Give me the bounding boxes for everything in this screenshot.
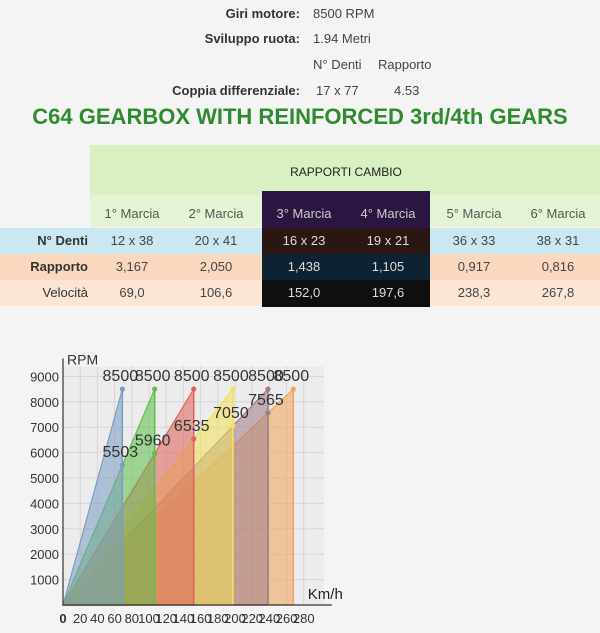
y-tick-label: 2000	[30, 547, 59, 562]
table-cell: 0,816	[541, 259, 575, 274]
y-tick-label: 8000	[30, 395, 59, 410]
rpm-label: Giri motore:	[225, 6, 300, 21]
drop-point	[191, 436, 197, 442]
table-cell: 1,105	[371, 259, 405, 274]
diff-ratio: 4.53	[394, 83, 420, 98]
table-cell: 16 x 23	[282, 233, 326, 248]
table-cell: 152,0	[287, 285, 321, 300]
table-row-ratio: Rapporto 3,167 2,050 1,438 1,105 0,917 0…	[0, 254, 600, 280]
column-header: 5° Marcia	[446, 206, 502, 221]
x-tick-label: 200	[224, 611, 246, 626]
engine-specs: Giri motore: 8500 RPM Sviluppo ruota: 1.…	[0, 0, 600, 100]
x-tick-label: 100	[138, 611, 160, 626]
table-row-speed: Velocità 69,0 106,6 152,0 197,6 238,3 26…	[0, 280, 600, 306]
wheel-value: 1.94 Metri	[313, 31, 371, 46]
y-tick-label: 4000	[30, 496, 59, 511]
drop-rpm-label: 5960	[135, 433, 171, 450]
teeth-heading: N° Denti	[313, 57, 362, 72]
y-axis-label: RPM	[67, 351, 98, 367]
y-tick-label: 5000	[30, 471, 59, 486]
reinforced-cell-bg	[262, 280, 430, 306]
rpm-value: 8500 RPM	[313, 6, 375, 21]
x-tick-label: 140	[173, 611, 195, 626]
diff-label: Coppia differenziale:	[172, 83, 300, 98]
table-title: RAPPORTI CAMBIO	[290, 165, 402, 179]
shift-point	[191, 386, 197, 392]
reinforced-cell-bg	[262, 228, 430, 254]
x-tick-label: 80	[125, 611, 139, 626]
row-label: Rapporto	[30, 259, 88, 274]
drop-rpm-label: 7050	[213, 405, 249, 422]
table-cell: 2,050	[199, 259, 233, 274]
max-rpm-label: 8500	[103, 368, 139, 385]
x-tick-label: 180	[207, 611, 229, 626]
ratio-heading: Rapporto	[378, 57, 432, 72]
page-title: C64 GEARBOX WITH REINFORCED 3rd/4th GEAR…	[32, 104, 568, 129]
wheel-label: Sviluppo ruota:	[204, 31, 300, 46]
table-cell: 19 x 21	[366, 233, 410, 248]
y-tick-label: 3000	[30, 522, 59, 537]
max-rpm-label: 8500	[274, 368, 310, 385]
table-cell: 3,167	[115, 259, 149, 274]
drop-point	[119, 462, 125, 468]
y-tick-label: 7000	[30, 420, 59, 435]
shift-point	[119, 386, 125, 392]
drop-point	[230, 423, 236, 429]
y-tick-label: 6000	[30, 446, 59, 461]
drop-rpm-label: 7565	[248, 392, 284, 409]
table-cell: 36 x 33	[452, 233, 496, 248]
drop-rpm-label: 5503	[103, 444, 139, 461]
max-rpm-label: 8500	[135, 368, 171, 385]
x-tick-label: 240	[259, 611, 281, 626]
drop-rpm-label: 6535	[174, 418, 210, 435]
table-cell: 267,8	[541, 285, 575, 300]
column-header: 1° Marcia	[104, 206, 160, 221]
table-row-teeth: N° Denti 12 x 38 20 x 41 16 x 23 19 x 21…	[0, 228, 600, 254]
x-tick-label: 0	[59, 611, 66, 626]
x-tick-label: 60	[107, 611, 121, 626]
y-tick-label: 1000	[30, 573, 59, 588]
rpm-speed-chart: 1000 2000 3000 4000 5000 6000 7000 8000 9000 0 20 4…	[0, 345, 600, 628]
row-label: Velocità	[42, 285, 88, 300]
column-header: 6° Marcia	[530, 206, 586, 221]
table-cell: 20 x 41	[194, 233, 238, 248]
x-tick-label: 20	[73, 611, 87, 626]
table-cell: 0,917	[457, 259, 491, 274]
y-tick-label: 9000	[30, 369, 59, 384]
x-tick-label: 40	[90, 611, 104, 626]
max-rpm-label: 8500	[248, 368, 284, 385]
x-tick-label: 160	[190, 611, 212, 626]
table-cell: 1,438	[287, 259, 321, 274]
drop-point	[265, 410, 271, 416]
table-cell: 38 x 31	[536, 233, 580, 248]
shift-point	[152, 386, 158, 392]
table-cell: 197,6	[371, 285, 405, 300]
x-axis-label: Km/h	[308, 586, 343, 603]
table-cell: 106,6	[199, 285, 233, 300]
drop-point	[152, 451, 158, 457]
max-rpm-label: 8500	[174, 368, 210, 385]
x-tick-label: 280	[293, 611, 315, 626]
chart-svg: 1000 2000 3000 4000 5000 6000 7000 8000 9000 0 20 4…	[30, 351, 343, 626]
column-header: 4° Marcia	[360, 206, 416, 221]
max-rpm-label: 8500	[213, 368, 249, 385]
table-header-band	[90, 145, 600, 195]
x-tick-label: 120	[155, 611, 177, 626]
reinforced-gears-header	[262, 191, 430, 229]
reinforced-cell-bg	[262, 254, 430, 280]
row-label: N° Denti	[0, 228, 88, 254]
shift-point	[265, 386, 271, 392]
shift-point	[290, 386, 296, 392]
table-cell: 69,0	[119, 285, 145, 300]
table-cell: 12 x 38	[110, 233, 154, 248]
column-header: 3° Marcia	[276, 206, 332, 221]
x-tick-label: 220	[241, 611, 263, 626]
diff-teeth: 17 x 77	[316, 83, 359, 98]
shift-point	[230, 386, 236, 392]
column-header: 2° Marcia	[188, 206, 244, 221]
table-cell: 238,3	[457, 285, 491, 300]
x-tick-label: 260	[276, 611, 298, 626]
